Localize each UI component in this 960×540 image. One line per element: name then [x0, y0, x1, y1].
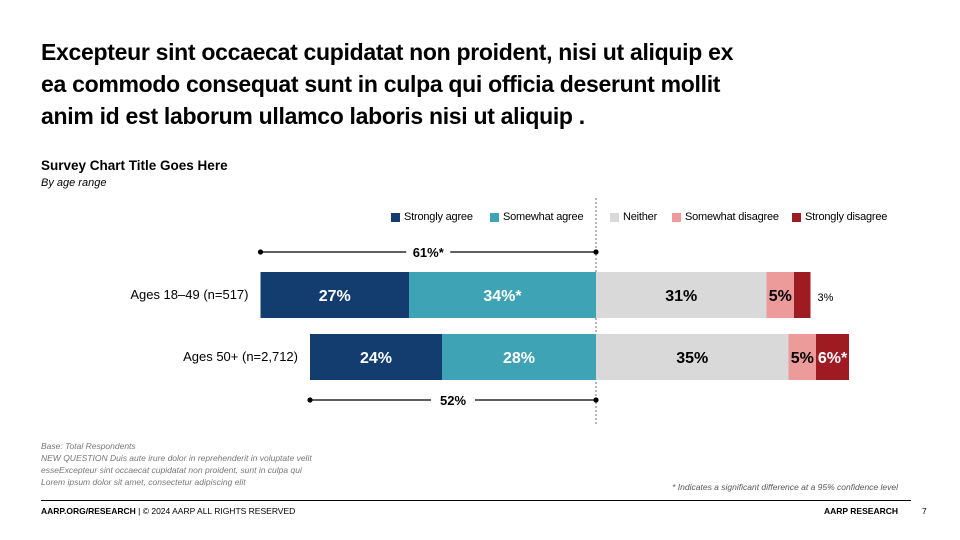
net-agree-endpoint	[593, 249, 599, 255]
data-label: 34%*	[483, 288, 522, 305]
net-agree-endpoint	[593, 397, 599, 403]
data-label: 27%	[319, 288, 351, 305]
footer-divider	[41, 500, 911, 501]
bar-segment	[310, 334, 442, 380]
bar-segment	[794, 272, 811, 318]
legend-item-somewhat-disagree: Somewhat disagree	[672, 211, 779, 223]
legend-item-strongly-agree: Strongly agree	[391, 211, 473, 223]
footnote-lorem: Lorem ipsum dolor sit amet, consectetur …	[41, 477, 246, 487]
data-label: 24%	[360, 350, 392, 367]
net-agree-label: 52%	[440, 393, 466, 408]
chart-subtitle: By age range	[41, 177, 107, 189]
significance-note: * Indicates a significant difference at …	[672, 482, 898, 492]
legend-label: Somewhat agree	[503, 211, 584, 223]
footnotes: Base: Total Respondents NEW QUESTION Dui…	[41, 440, 381, 488]
legend-swatch	[610, 212, 619, 222]
data-label: 5%	[791, 350, 814, 367]
bar-segment	[596, 334, 789, 380]
legend-item-somewhat-agree: Somewhat agree	[490, 211, 584, 223]
legend-label: Neither	[623, 211, 658, 223]
legend-swatch	[792, 212, 801, 222]
legend-label: Somewhat disagree	[685, 211, 779, 223]
bar-segment	[596, 272, 767, 318]
legend-item-neither: Neither	[610, 211, 657, 223]
chart-legend: Strongly agree Somewhat agree Neither So…	[0, 211, 960, 227]
data-label: 28%	[503, 350, 535, 367]
data-label: 3%	[818, 292, 834, 304]
page-number: 7	[922, 506, 927, 516]
footer-brand: AARP RESEARCH	[824, 506, 898, 516]
footer-site-link: AARP.ORG/RESEARCH	[41, 506, 136, 516]
net-agree-label-bg	[406, 243, 451, 261]
footer-rights: | © 2024 AARP ALL RIGHTS RESERVED	[135, 506, 296, 516]
legend-swatch	[672, 212, 681, 222]
data-label: 35%	[676, 350, 708, 367]
bar-segment	[816, 334, 849, 380]
bar-segment	[260, 272, 409, 318]
footnote-question-2: esseExcepteur sint occaecat cupidatat no…	[41, 465, 302, 475]
legend-label: Strongly disagree	[805, 211, 888, 223]
headline: Excepteur sint occaecat cupidatat non pr…	[41, 39, 734, 129]
data-label: 31%	[665, 288, 697, 305]
net-agree-endpoint	[307, 397, 313, 403]
bar-segment	[442, 334, 596, 380]
data-label: 5%	[769, 288, 792, 305]
net-agree-endpoint	[257, 249, 264, 255]
legend-label: Strongly agree	[404, 211, 473, 223]
net-agree-label-bg	[431, 391, 475, 409]
bar-segment	[766, 272, 794, 318]
legend-swatch	[391, 212, 400, 222]
bar-segment	[788, 334, 816, 380]
footer-copyright: AARP.ORG/RESEARCH | © 2024 AARP ALL RIGH…	[41, 506, 295, 516]
footnote-question-1: NEW QUESTION Duis aute irure dolor in re…	[41, 453, 312, 463]
bar-segment	[409, 272, 596, 318]
footnote-base: Base: Total Respondents	[41, 441, 136, 451]
chart-title: Survey Chart Title Goes Here	[41, 158, 228, 173]
category-label: Ages 50+ (n=2,712)	[183, 349, 298, 364]
legend-item-strongly-disagree: Strongly disagree	[792, 211, 887, 223]
net-agree-label: 61%*	[413, 245, 445, 260]
stacked-bar-chart: Ages 18–49 (n=517) 27% 34%* 31% 5% 3% Ages 50+…	[130, 198, 849, 425]
category-label: Ages 18–49 (n=517)	[130, 287, 248, 302]
legend-swatch	[490, 212, 499, 222]
data-label: 6%*	[818, 350, 848, 367]
